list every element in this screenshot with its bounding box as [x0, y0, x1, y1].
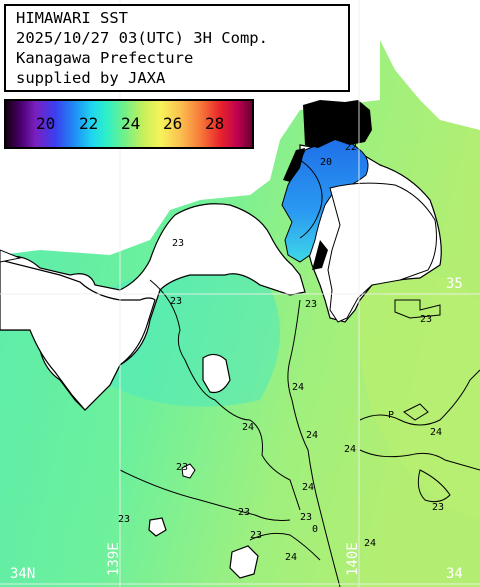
colorbar-tick: 28	[205, 114, 225, 133]
contour-label: 24	[344, 444, 356, 455]
land-boso-south	[327, 182, 437, 323]
cloud-mask-edge	[283, 148, 305, 182]
colorbar-tick: 22	[79, 114, 99, 133]
contour-label: 20	[320, 157, 332, 168]
island-4	[181, 463, 196, 479]
colorbar-tick: 24	[121, 114, 141, 133]
lat-label-34-right: 34	[446, 566, 463, 582]
contour-label: 24	[364, 538, 376, 549]
contour-label: 24	[302, 482, 314, 493]
title-line-4: supplied by JAXA	[16, 69, 166, 87]
contour-label: 23	[420, 314, 432, 325]
contour-label: 23	[305, 299, 317, 310]
warm-water-patch	[357, 268, 480, 520]
island-5	[0, 249, 22, 263]
contour-label: 23	[172, 238, 184, 249]
colorbar-tick: 26	[163, 114, 183, 133]
cloud-mask-bay	[303, 100, 372, 148]
contour-label: 24	[292, 382, 304, 393]
island-3	[229, 545, 259, 579]
contour-label: 23	[170, 296, 182, 307]
contour-labels: 23 23 23 23 23 23 23 23 23 23 24 24 24 2…	[118, 142, 444, 563]
lon-label-139: 139E	[106, 542, 122, 576]
title-box: HIMAWARI SST 2025/10/27 03(UTC) 3H Comp.…	[4, 4, 350, 92]
cloud-mask-edge-2	[312, 240, 328, 270]
contour-label: 24	[306, 430, 318, 441]
contour-label: 23	[118, 514, 130, 525]
contour-label: 0	[312, 524, 318, 535]
lat-label-35-left: 35N	[10, 276, 36, 292]
title-line-2: 2025/10/27 03(UTC) 3H Comp.	[16, 29, 268, 47]
title-line-3: Kanagawa Prefecture	[16, 49, 194, 67]
contour-label: 23	[432, 502, 444, 513]
land-west	[0, 259, 156, 411]
sst-colorbar: 20 22 24 26 28	[4, 99, 254, 149]
land-top-right	[380, 0, 480, 130]
contour-label: P	[388, 410, 394, 421]
contour-label: 24	[430, 427, 442, 438]
contour-label: 23	[176, 462, 188, 473]
isotherms	[119, 159, 480, 587]
island-2	[148, 517, 167, 537]
lat-label-34-left: 34N	[10, 566, 36, 582]
lon-label-140: 140E	[345, 542, 361, 576]
contour-label: 24	[242, 422, 254, 433]
island-1	[202, 353, 231, 394]
contour-label: 22	[345, 142, 357, 153]
contour-label: 23	[250, 530, 262, 541]
colorbar-tick: 20	[36, 114, 56, 133]
lat-label-35-right: 35	[446, 276, 463, 292]
contour-label: 23	[300, 512, 312, 523]
contour-label: 24	[285, 552, 297, 563]
contour-label: 23	[238, 507, 250, 518]
title-line-1: HIMAWARI SST	[16, 9, 128, 27]
